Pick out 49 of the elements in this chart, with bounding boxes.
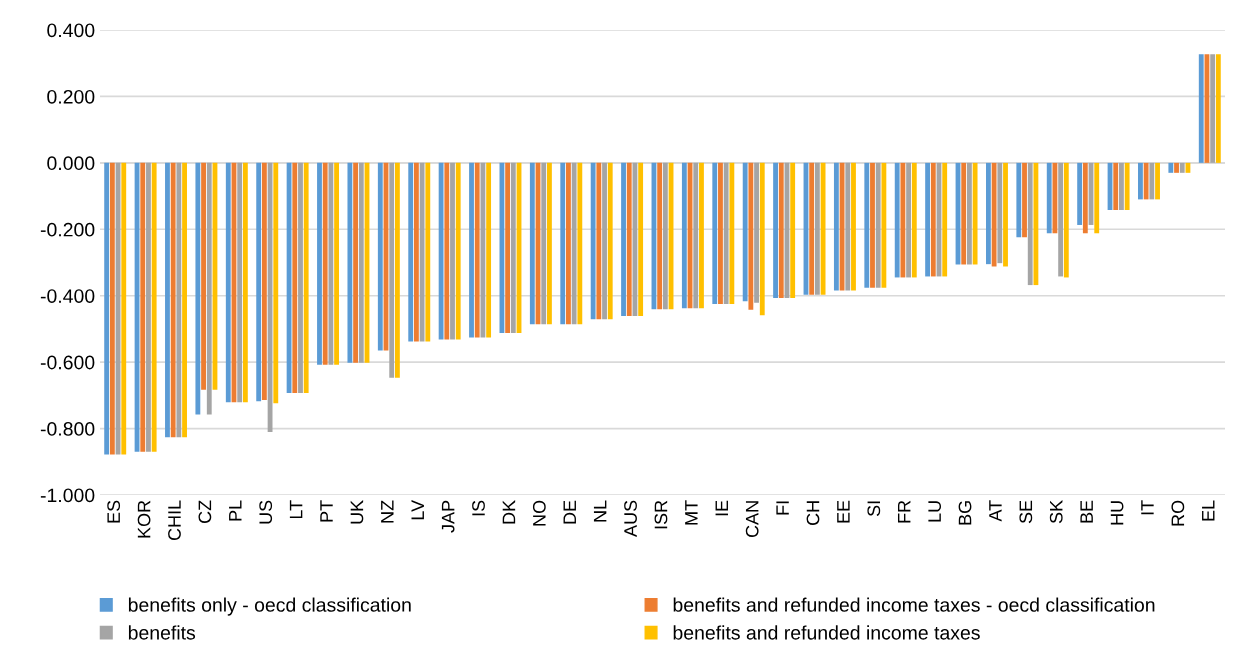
x-tick-label: BE	[1080, 500, 1093, 523]
y-tick-label: -0.800	[40, 422, 95, 436]
x-tick-label: EE	[837, 500, 850, 523]
x-tick-label: NO	[532, 500, 546, 526]
x-tick-label: FI	[776, 501, 789, 515]
x-tick-label: CAN	[745, 501, 759, 538]
x-tick-label: NZ	[381, 500, 394, 523]
x-tick-label: RO	[1171, 500, 1185, 526]
x-tick-label: ISR	[654, 500, 668, 529]
x-tick-label: FR	[897, 500, 911, 523]
y-tick-label: 0.200	[47, 89, 95, 104]
x-tick-label: LU	[928, 501, 941, 522]
legend-label: benefits and refunded income taxes - oecd classification	[673, 597, 1155, 612]
x-tick-label: IE	[715, 500, 728, 516]
x-tick-label: KOR	[137, 500, 151, 538]
legend-label: benefits and refunded income taxes	[673, 625, 980, 640]
x-tick-label: MT	[685, 500, 698, 525]
x-tick-label: LT	[289, 500, 303, 519]
legend-label: benefits	[128, 625, 196, 640]
x-tick-label: CHIL	[168, 500, 181, 541]
y-tick-label: 0.400	[47, 23, 95, 38]
x-tick-label: DK	[502, 500, 516, 524]
x-tick-label: NL	[593, 500, 607, 522]
x-tick-label: SK	[1049, 500, 1063, 524]
x-tick-label: PT	[320, 500, 333, 522]
x-tick-label: UK	[350, 500, 364, 524]
x-tick-label: PL	[229, 500, 242, 521]
y-tick-label: -1.000	[40, 488, 95, 503]
x-tick-label: EL	[1202, 500, 1215, 521]
x-tick-label: HU	[1110, 501, 1124, 525]
y-tick-label: -0.200	[40, 222, 95, 237]
x-tick-label: BG	[958, 501, 972, 525]
x-tick-label: JAP	[441, 500, 455, 533]
y-tick-label: 0.000	[47, 156, 95, 171]
x-tick-label: IT	[1141, 500, 1154, 515]
y-tick-label: -0.600	[40, 355, 95, 370]
x-tick-label: ES	[107, 500, 121, 523]
x-tick-label: AUS	[624, 500, 637, 537]
x-tick-label: CZ	[198, 500, 212, 524]
legend-label: benefits only - oecd classification	[128, 597, 411, 616]
x-tick-label: SE	[1019, 500, 1033, 524]
x-tick-label: DE	[563, 500, 576, 524]
x-tick-label: LV	[411, 499, 424, 520]
x-tick-label: AT	[989, 500, 1002, 522]
x-tick-label: CH	[806, 501, 820, 526]
y-tick-label: -0.400	[40, 289, 95, 303]
x-tick-label: IS	[472, 500, 485, 516]
x-tick-label: SI	[867, 501, 881, 517]
x-tick-label: US	[259, 500, 273, 524]
